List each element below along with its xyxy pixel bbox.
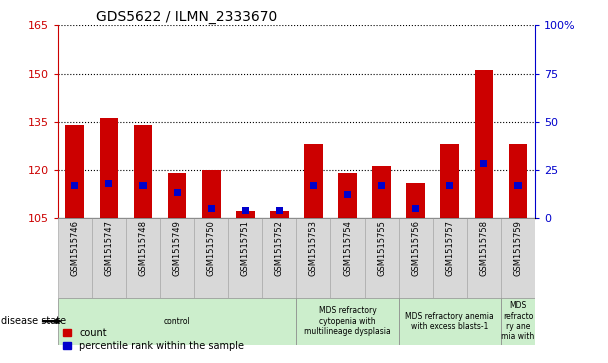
Bar	[296, 298, 399, 345]
Text: GDS5622 / ILMN_2333670: GDS5622 / ILMN_2333670	[96, 11, 277, 24]
Text: GSM1515755: GSM1515755	[377, 220, 386, 276]
Bar	[310, 182, 317, 189]
Text: control: control	[164, 317, 190, 326]
Bar	[412, 205, 420, 212]
Bar	[344, 191, 351, 198]
Text: GSM1515748: GSM1515748	[139, 220, 148, 276]
Bar	[378, 182, 385, 189]
Text: GSM1515746: GSM1515746	[71, 220, 79, 276]
Bar	[207, 205, 215, 212]
Text: GSM1515753: GSM1515753	[309, 220, 318, 276]
Bar	[139, 182, 147, 189]
Text: GSM1515759: GSM1515759	[514, 220, 522, 276]
Text: GSM1515756: GSM1515756	[411, 220, 420, 276]
Bar	[105, 180, 112, 187]
Bar	[58, 218, 92, 298]
Bar	[399, 218, 433, 298]
Bar	[126, 218, 160, 298]
Bar	[480, 160, 488, 167]
Text: GSM1515749: GSM1515749	[173, 220, 182, 276]
Text: GSM1515750: GSM1515750	[207, 220, 216, 276]
Bar	[406, 183, 425, 218]
Bar	[365, 218, 399, 298]
Bar	[501, 298, 535, 345]
Bar	[262, 218, 296, 298]
Bar	[467, 218, 501, 298]
Text: GSM1515754: GSM1515754	[343, 220, 352, 276]
Bar	[66, 125, 84, 218]
Bar	[160, 218, 194, 298]
Bar	[270, 211, 289, 218]
Bar	[236, 211, 255, 218]
Text: MDS refractory
cytopenia with
multilineage dysplasia: MDS refractory cytopenia with multilinea…	[304, 306, 391, 336]
Bar	[100, 118, 119, 218]
Text: GSM1515758: GSM1515758	[479, 220, 488, 276]
Bar	[242, 207, 249, 214]
Text: GSM1515757: GSM1515757	[445, 220, 454, 276]
Bar	[296, 218, 331, 298]
Bar	[168, 173, 187, 218]
Bar	[228, 218, 262, 298]
Bar	[509, 144, 527, 218]
Text: disease state: disease state	[1, 316, 66, 326]
Bar	[514, 182, 522, 189]
Text: GSM1515747: GSM1515747	[105, 220, 114, 276]
Bar	[399, 298, 501, 345]
Bar	[501, 218, 535, 298]
Text: MDS
refracto
ry ane
mia with: MDS refracto ry ane mia with	[502, 301, 534, 341]
Bar	[194, 218, 228, 298]
Bar	[58, 298, 296, 345]
Bar	[202, 170, 221, 218]
Bar	[474, 70, 493, 218]
Bar	[331, 218, 365, 298]
Bar	[71, 182, 78, 189]
Bar	[372, 167, 391, 218]
Bar	[440, 144, 459, 218]
Text: GSM1515751: GSM1515751	[241, 220, 250, 276]
Bar	[276, 207, 283, 214]
Bar	[446, 182, 454, 189]
Bar	[173, 189, 181, 196]
Text: GSM1515752: GSM1515752	[275, 220, 284, 276]
Bar	[433, 218, 467, 298]
Bar	[338, 173, 357, 218]
Legend: count, percentile rank within the sample: count, percentile rank within the sample	[63, 328, 244, 351]
Bar	[92, 218, 126, 298]
Bar	[134, 125, 153, 218]
Bar	[304, 144, 323, 218]
Text: MDS refractory anemia
with excess blasts-1: MDS refractory anemia with excess blasts…	[406, 311, 494, 331]
